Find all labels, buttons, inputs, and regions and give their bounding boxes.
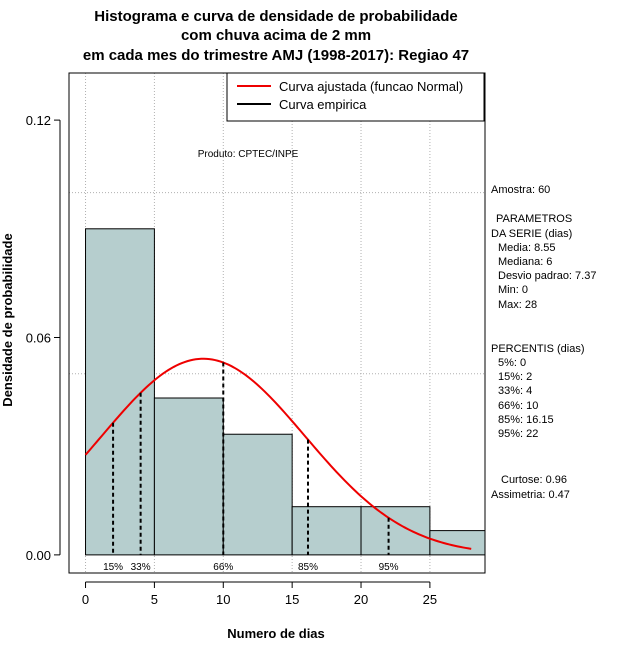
y-axis: 0.00 0.06 0.12 (26, 113, 61, 563)
legend-label-fitted: Curva ajustada (funcao Normal) (279, 79, 463, 94)
percentil-5: 5%: 0 (498, 357, 526, 369)
percentile-label-3: 85% (298, 562, 318, 573)
x-tick-label-10: 10 (216, 592, 230, 607)
product-label: Produto: CPTEC/INPE (198, 149, 299, 160)
percentil-33: 33%: 4 (498, 385, 532, 397)
chart-title-line-1: Histograma e curva de densidade de proba… (94, 8, 457, 25)
legend-label-empirical: Curva empirica (279, 97, 367, 112)
x-axis: 0 5 10 15 20 25 (82, 581, 437, 607)
percentis-header: PERCENTIS (dias) (491, 343, 585, 355)
stat-max: Max: 28 (498, 299, 537, 311)
percentile-label-0: 15% (103, 562, 123, 573)
stat-mediana: Mediana: 6 (498, 256, 552, 268)
x-tick-label-25: 25 (423, 592, 437, 607)
params-header-1: PARAMETROS (496, 213, 572, 225)
stat-assimetria: Assimetria: 0.47 (491, 489, 570, 501)
chart-title-line-2: com chuva acima de 2 mm (181, 27, 371, 44)
percentile-lines: 15% 33% 66% 85% 95% (103, 362, 399, 573)
x-tick-label-15: 15 (285, 592, 299, 607)
histogram-bar-0 (85, 228, 155, 556)
stats-panel: Amostra: 60 PARAMETROS DA SERIE (dias) M… (491, 184, 596, 501)
params-header-2: DA SERIE (dias) (491, 228, 572, 240)
stat-curtose: Curtose: 0.96 (501, 474, 567, 486)
x-tick-label-20: 20 (354, 592, 368, 607)
stat-amostra: Amostra: 60 (491, 184, 550, 196)
legend: Curva ajustada (funcao Normal) Curva emp… (226, 72, 485, 122)
histogram-bar-4 (360, 506, 431, 556)
histogram-bar-5 (429, 530, 486, 556)
chart-title-line-3: em cada mes do trimestre AMJ (1998-2017)… (83, 47, 469, 64)
stat-min: Min: 0 (498, 284, 528, 296)
percentile-label-1: 33% (131, 562, 151, 573)
y-tick-label-1: 0.06 (26, 330, 51, 345)
percentil-15: 15%: 2 (498, 371, 532, 383)
stat-media: Media: 8.55 (498, 242, 555, 254)
x-axis-title: Numero de dias (227, 626, 325, 641)
percentile-label-2: 66% (213, 562, 233, 573)
y-tick-label-2: 0.12 (26, 113, 51, 128)
x-tick-label-0: 0 (82, 592, 89, 607)
histogram-bars (85, 228, 486, 556)
percentile-label-4: 95% (379, 562, 399, 573)
fitted-normal-curve (84, 357, 472, 550)
histogram-bar-2 (222, 433, 293, 556)
y-tick-label-0: 0.00 (26, 548, 51, 563)
percentil-95: 95%: 22 (498, 428, 538, 440)
stat-desvio: Desvio padrao: 7.37 (498, 270, 596, 282)
percentil-85: 85%: 16.15 (498, 414, 554, 426)
y-axis-title: Densidade de probabilidade (0, 233, 15, 406)
legend-box (226, 72, 485, 122)
histogram-bar-1 (153, 397, 224, 556)
x-tick-label-5: 5 (151, 592, 158, 607)
histogram-bar-3 (291, 506, 362, 556)
percentil-66: 66%: 10 (498, 400, 538, 412)
